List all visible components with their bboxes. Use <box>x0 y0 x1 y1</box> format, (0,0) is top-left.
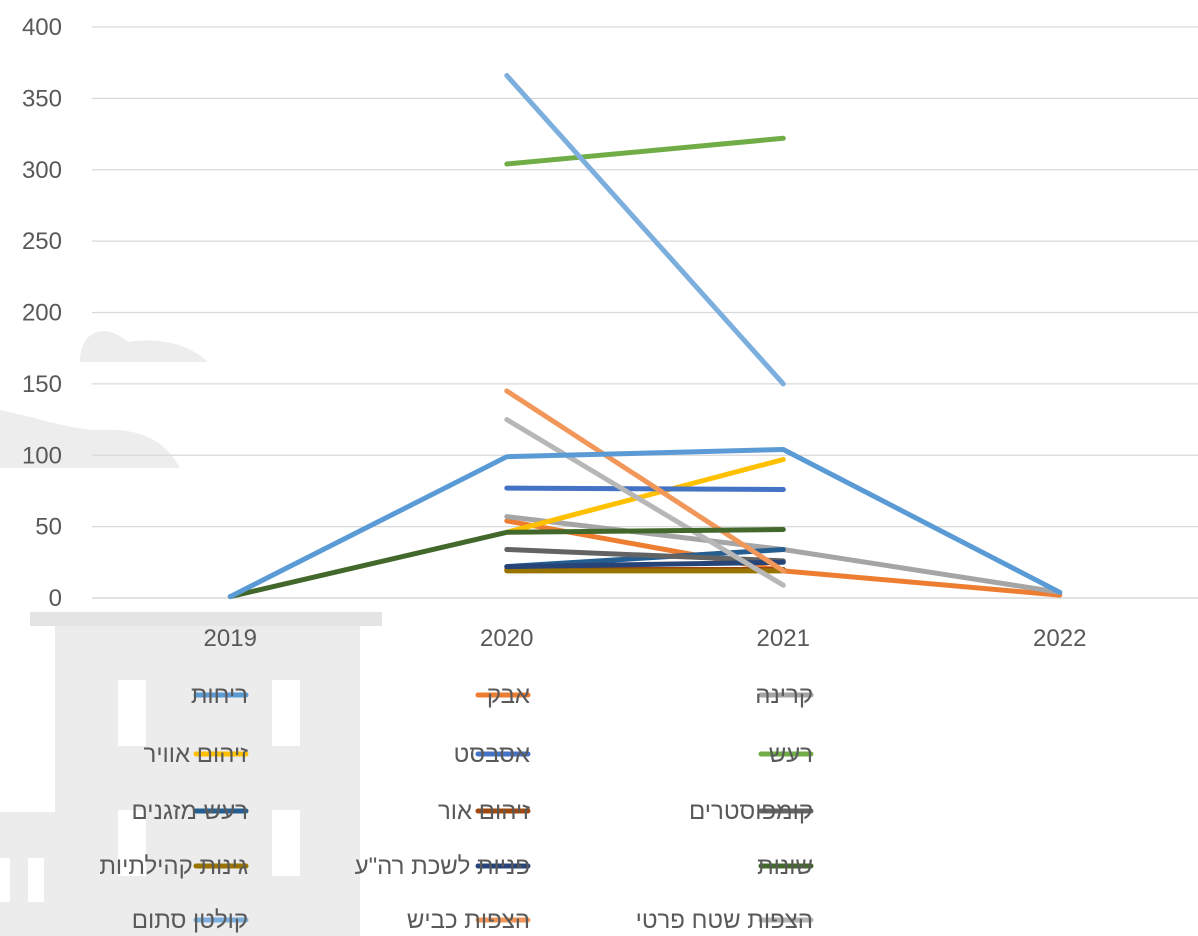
legend-label: רעש מזגנים <box>131 798 248 825</box>
background-shape <box>272 680 300 746</box>
series-lines <box>227 73 1063 600</box>
series-line <box>227 527 786 600</box>
legend-label: זיהום אור <box>438 798 530 825</box>
y-tick-label: 0 <box>49 585 62 612</box>
series-line <box>504 135 786 167</box>
background-shape <box>28 858 44 902</box>
background-shape <box>55 626 360 936</box>
legend-label: רעש <box>769 741 813 768</box>
background-shape <box>0 410 180 468</box>
legend-label: זיהום אוויר <box>144 741 249 768</box>
legend: ריחות אבק קרינה זיהום אוויר אסבסט רעש רעש מזגנ… <box>99 682 814 934</box>
legend-label: ריחות <box>191 682 248 709</box>
background-illustration <box>0 331 382 936</box>
legend-label: קומפוסטרים <box>689 798 813 825</box>
legend-label: אבק <box>487 682 530 709</box>
x-tick-label: 2022 <box>1033 625 1086 652</box>
background-shape <box>0 858 10 902</box>
series-line <box>504 485 786 492</box>
legend-label: גינות קהילתיות <box>99 853 248 880</box>
y-axis: 0 50 100 150 200 250 300 350 400 <box>22 14 62 612</box>
gridlines <box>92 26 1198 599</box>
background-shape <box>272 810 300 876</box>
legend-label: קרינה <box>755 682 813 709</box>
legend-label: שונות <box>757 853 813 880</box>
y-tick-label: 400 <box>22 14 62 41</box>
y-tick-label: 250 <box>22 228 62 255</box>
x-tick-label: 2020 <box>480 625 533 652</box>
series-line <box>504 73 786 387</box>
series-line <box>504 388 786 574</box>
series-line <box>504 559 786 570</box>
legend-label: הצפות שטח פרטי <box>636 907 813 934</box>
y-tick-label: 350 <box>22 85 62 112</box>
legend-label: פניות לשכת רה"ע <box>355 853 530 880</box>
y-tick-label: 50 <box>35 514 62 541</box>
y-tick-label: 100 <box>22 442 62 469</box>
x-tick-label: 2021 <box>757 625 810 652</box>
series-line <box>504 417 786 588</box>
legend-label: הצפות כביש <box>407 907 530 934</box>
series-line <box>504 457 786 535</box>
background-shape <box>30 612 382 626</box>
series-line <box>227 447 1063 600</box>
background-shape <box>80 331 208 362</box>
background-shape <box>118 810 146 876</box>
y-tick-label: 200 <box>22 300 62 327</box>
y-tick-label: 150 <box>22 371 62 398</box>
y-tick-label: 300 <box>22 157 62 184</box>
background-shape <box>118 680 146 746</box>
legend-label: אסבסט <box>454 741 530 768</box>
legend-label: קולטן סתום <box>132 907 248 934</box>
x-tick-label: 2019 <box>204 625 257 652</box>
x-axis: 2019 2020 2021 2022 <box>204 625 1087 652</box>
